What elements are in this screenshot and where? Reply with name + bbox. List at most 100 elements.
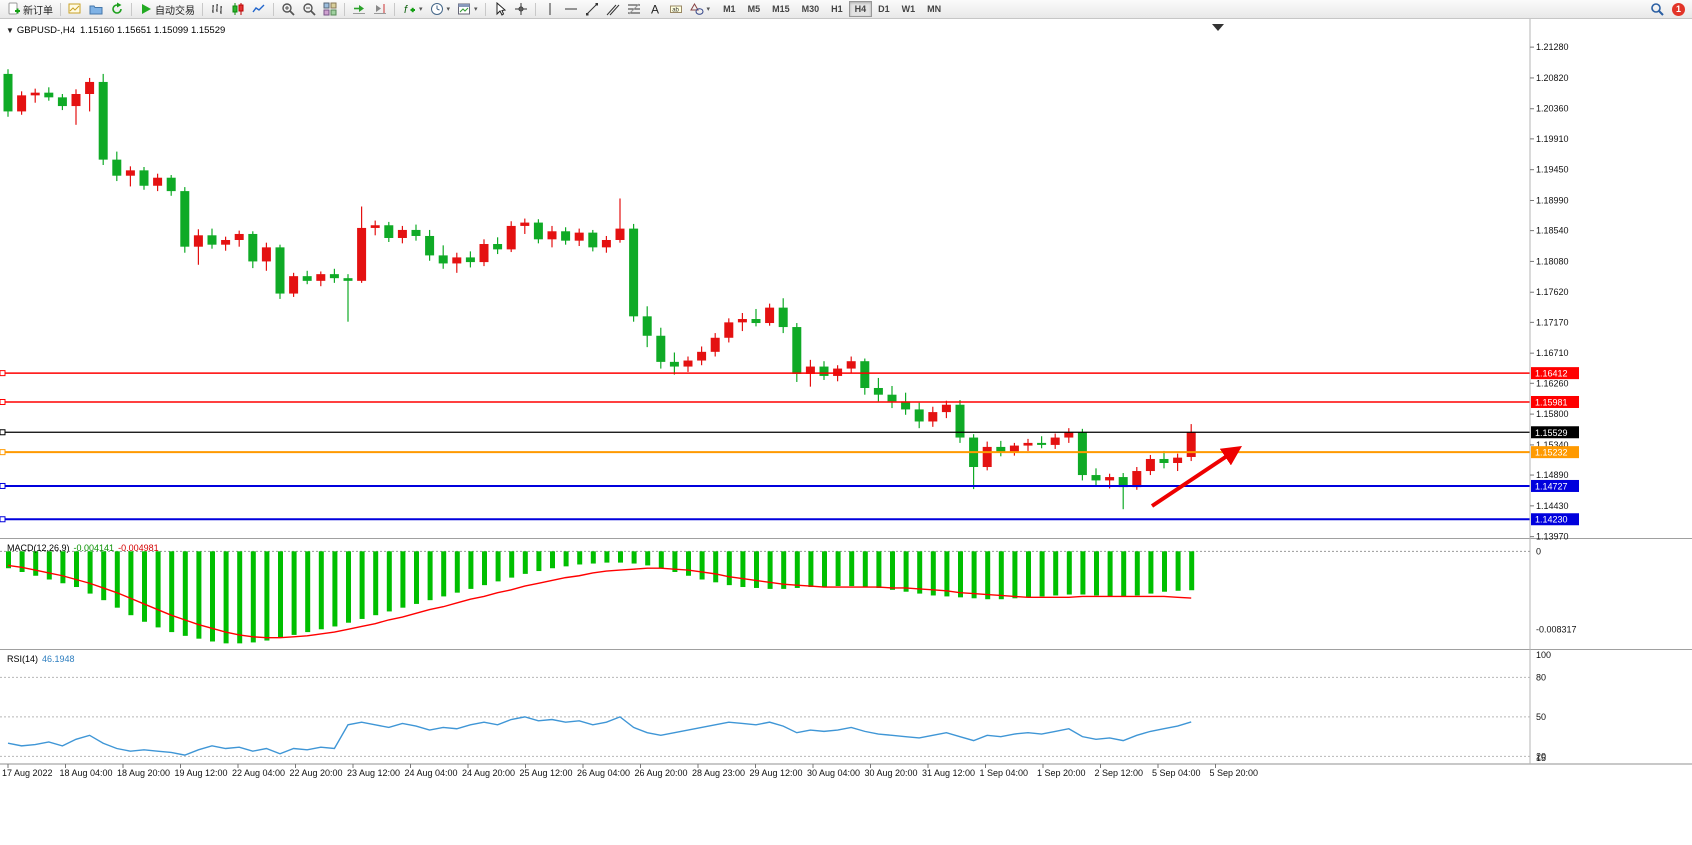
timeframe-h1[interactable]: H1 xyxy=(831,4,843,14)
new-chart-button[interactable] xyxy=(65,1,85,18)
macd-axis-label: 0 xyxy=(1536,546,1541,556)
macd-bar xyxy=(414,551,419,604)
line-icon xyxy=(252,4,265,13)
candle-body xyxy=(642,316,652,336)
cursor-button[interactable] xyxy=(490,1,510,18)
one-click-trading-toggle[interactable]: ▼ xyxy=(6,26,14,35)
channel-button[interactable] xyxy=(603,1,623,18)
chart-shift-button[interactable] xyxy=(370,1,390,18)
timeframe-m15[interactable]: M15 xyxy=(772,4,790,14)
template-icon xyxy=(458,3,471,15)
text-button[interactable]: A xyxy=(645,1,665,18)
search-button[interactable] xyxy=(1647,1,1667,18)
candle-body xyxy=(3,73,13,112)
macd-bar xyxy=(427,551,433,601)
dropdown-arrow-icon[interactable]: ▾ xyxy=(474,6,478,13)
order-plus-icon xyxy=(8,2,20,15)
macd-bar xyxy=(563,551,569,567)
time-axis-label: 5 Sep 20:00 xyxy=(1210,768,1259,778)
crosshair-button[interactable] xyxy=(511,1,531,18)
line-handle[interactable] xyxy=(0,429,6,436)
zoom-in-button[interactable] xyxy=(278,1,298,18)
candle-body xyxy=(30,92,40,96)
macd-histogram xyxy=(6,551,1195,644)
price-axis-label: 1.19910 xyxy=(1536,134,1569,144)
trendline-button[interactable] xyxy=(582,1,602,18)
macd-bar xyxy=(550,551,555,569)
vline-icon xyxy=(549,3,551,15)
timeframe-mn[interactable]: MN xyxy=(927,4,942,14)
macd-bar xyxy=(237,551,243,644)
new-order-button[interactable]: 新订单 xyxy=(4,1,56,18)
line-handle[interactable] xyxy=(0,482,6,489)
price-lines-layer xyxy=(0,370,1530,523)
price-tag xyxy=(1531,479,1579,492)
line-handle[interactable] xyxy=(0,370,6,377)
refresh-button[interactable] xyxy=(107,1,127,18)
cursor-icon xyxy=(496,2,506,16)
trend-arrow[interactable] xyxy=(1150,446,1242,508)
timeframe-m5[interactable]: M5 xyxy=(747,4,761,14)
toolbar-separator xyxy=(202,2,203,16)
price-axis-label: 1.16260 xyxy=(1536,378,1569,388)
fibonacci-button[interactable] xyxy=(624,1,644,18)
line-handle[interactable] xyxy=(0,449,6,456)
chart-canvas[interactable]: 1.21280 1.20820 1.20360 1.19910 1.19450 1.189… xyxy=(0,19,1692,845)
candle-body xyxy=(765,307,775,324)
candle-body xyxy=(588,232,598,248)
candlestick-button[interactable] xyxy=(228,1,248,18)
candle-body xyxy=(438,255,448,264)
toolbar-separator xyxy=(534,2,536,16)
macd-bar xyxy=(713,551,719,583)
candle-body xyxy=(792,327,802,374)
macd-bar xyxy=(1107,551,1113,597)
bar-chart-button[interactable] xyxy=(207,1,227,18)
timeframe-m30[interactable]: M30 xyxy=(801,4,820,14)
price-tag xyxy=(1531,367,1579,380)
macd-bar xyxy=(835,551,841,587)
dropdown-arrow-icon[interactable]: ▾ xyxy=(446,6,451,13)
time-axis-label: 24 Aug 20:00 xyxy=(462,768,515,778)
macd-bar xyxy=(101,551,107,601)
timeframe-w1[interactable]: W1 xyxy=(901,4,916,14)
candle-body xyxy=(57,97,67,107)
label-button[interactable]: ab xyxy=(666,1,686,18)
candle-body xyxy=(778,307,788,328)
line-handle[interactable] xyxy=(0,398,6,405)
notification-badge[interactable]: 1 xyxy=(1672,2,1685,16)
line-chart-button[interactable] xyxy=(249,1,269,18)
indicators-button[interactable]: f ▾ xyxy=(399,1,426,18)
price-axis-label: 1.19450 xyxy=(1536,165,1569,175)
macd-bar xyxy=(19,551,25,572)
price-axis-label: 1.20360 xyxy=(1536,104,1569,114)
time-axis-label: 24 Aug 04:00 xyxy=(405,768,458,778)
periods-button[interactable]: ▾ xyxy=(427,1,454,18)
time-axis-label: 26 Aug 04:00 xyxy=(577,768,630,778)
candle-body xyxy=(941,404,951,413)
auto-scroll-button[interactable] xyxy=(349,1,369,18)
line-handle[interactable] xyxy=(0,516,6,523)
horizontal-line-button[interactable] xyxy=(561,1,581,18)
candle-body xyxy=(629,228,639,317)
timeframe-h4[interactable]: H4 xyxy=(848,1,873,17)
shapes-button[interactable]: ▾ xyxy=(687,1,714,18)
candle-body xyxy=(751,319,761,324)
time-axis-label: 29 Aug 12:00 xyxy=(750,768,803,778)
candle-body xyxy=(1173,457,1183,463)
macd-bar xyxy=(291,551,297,635)
candle-body xyxy=(452,257,462,264)
dropdown-arrow-icon[interactable]: ▾ xyxy=(419,6,423,13)
timeframe-d1[interactable]: D1 xyxy=(878,4,890,14)
tile-windows-button[interactable] xyxy=(320,1,340,18)
auto-trading-button[interactable]: 自动交易 xyxy=(136,1,198,18)
zoom-out-button[interactable] xyxy=(299,1,319,18)
vertical-line-button[interactable] xyxy=(540,1,560,18)
macd-bar xyxy=(604,551,610,563)
label-icon: ab xyxy=(669,5,682,14)
candle-body xyxy=(724,322,734,338)
templates-button[interactable]: ▾ xyxy=(454,1,481,18)
dropdown-arrow-icon[interactable]: ▾ xyxy=(706,6,711,13)
timeframe-m1[interactable]: M1 xyxy=(723,4,736,14)
macd-bar xyxy=(794,551,800,588)
profiles-button[interactable] xyxy=(86,1,106,18)
